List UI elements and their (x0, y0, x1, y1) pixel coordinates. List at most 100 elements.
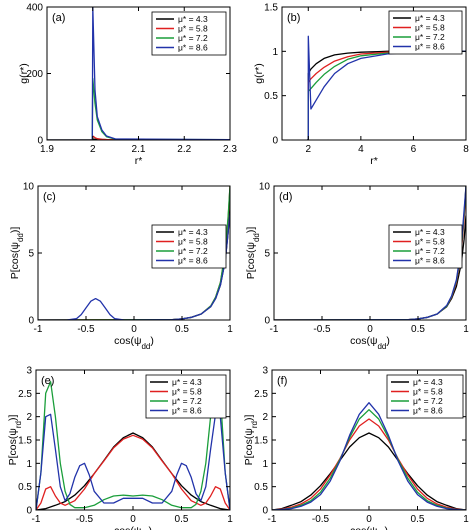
series-line (36, 381, 230, 510)
chart-panel: -1 -0.5 0 0.5 1 0 0.5 1 1.5 2 2.5 3 (f) cos(ψrd) P[cos… (243, 366, 469, 530)
legend-label: μ* = 4.3 (415, 13, 445, 23)
y-axis-label: g(r*) (253, 63, 265, 83)
x-tick-label: -1 (268, 514, 277, 525)
series-line (307, 50, 466, 140)
x-axis-label: cos(ψrd) (114, 525, 152, 530)
x-tick-label: 0.5 (411, 324, 425, 335)
y-tick-label: 1 (262, 459, 268, 470)
x-tick-label: 2.3 (223, 144, 237, 155)
plot-frame (281, 6, 467, 141)
legend-label: μ* = 5.8 (172, 387, 202, 397)
x-tick-label: 1 (227, 324, 233, 335)
x-tick-label: -0.5 (312, 514, 330, 525)
legend-label: μ* = 8.6 (415, 256, 445, 266)
y-tick-label: 1.5 (254, 436, 268, 447)
x-tick-label: 2 (90, 144, 96, 155)
legend-label: μ* = 7.2 (172, 396, 202, 406)
chart-panel: 2 4 6 800.511.5(b)r*g(r*)μ* = 4.3μ* = 5.8μ*… (253, 3, 469, 168)
legend: μ* = 4.3μ* = 5.8μ* = 7.2μ* = 8.6 (386, 374, 464, 419)
x-tick-label: 1 (463, 514, 469, 525)
x-axis-label: r* (135, 155, 143, 167)
legend: μ* = 4.3μ* = 5.8μ* = 7.2μ* = 8.6 (388, 10, 463, 55)
panel-label: (a) (52, 12, 65, 24)
legend: μ* = 4.3μ* = 5.8μ* = 7.2μ* = 8.6 (388, 224, 463, 269)
y-tick-label: 0 (28, 316, 34, 327)
x-axis-label: r* (370, 155, 378, 167)
x-tick-label: 2.1 (132, 144, 146, 155)
legend: μ* = 4.3μ* = 5.8μ* = 7.2μ* = 8.6 (145, 374, 227, 419)
series-line (272, 418, 466, 510)
legend-label: μ* = 8.6 (415, 42, 445, 52)
y-tick-label: 0 (272, 136, 278, 147)
series-line (307, 50, 466, 140)
legend-label: μ* = 8.6 (178, 256, 208, 266)
y-tick-label: 0 (264, 316, 270, 327)
x-tick-label: 0.5 (175, 324, 189, 335)
x-axis-label: cos(ψdd) (350, 335, 390, 351)
series-group (36, 381, 230, 510)
y-tick-label: 0 (26, 506, 32, 517)
x-tick-label: -0.5 (313, 324, 331, 335)
series-line (36, 434, 230, 510)
legend-label: μ* = 8.6 (413, 406, 443, 416)
y-tick-label: 2.5 (254, 389, 268, 400)
y-tick-label: 5 (28, 249, 34, 260)
x-axis-label: cos(ψrd) (350, 525, 388, 530)
legend: μ* = 4.3μ* = 5.8μ* = 7.2μ* = 8.6 (151, 11, 227, 56)
legend-label: μ* = 4.3 (413, 377, 443, 387)
y-tick-label: 10 (23, 182, 35, 193)
legend-label: μ* = 7.2 (415, 32, 445, 42)
panel-label: (f) (277, 375, 287, 387)
legend-label: μ* = 4.3 (178, 227, 208, 237)
legend-label: μ* = 4.3 (415, 227, 445, 237)
y-tick-label: 0.5 (264, 91, 278, 102)
y-tick-label: 5 (264, 249, 270, 260)
legend-label: μ* = 5.8 (415, 237, 445, 247)
legend-label: μ* = 5.8 (413, 387, 443, 397)
y-axis-label: P[cos(ψrd)] (243, 415, 259, 466)
legend-label: μ* = 4.3 (178, 14, 208, 24)
legend-label: μ* = 8.6 (172, 406, 202, 416)
series-line (38, 212, 230, 320)
x-tick-label: 4 (358, 144, 364, 155)
y-tick-label: 0.5 (18, 482, 32, 493)
x-tick-label: 1 (463, 324, 469, 335)
panel-label: (d) (279, 191, 292, 203)
y-tick-label: 2 (26, 412, 32, 423)
y-tick-label: 1 (272, 47, 278, 58)
x-tick-label: 0 (366, 514, 372, 525)
y-tick-label: 400 (26, 3, 43, 14)
legend-label: μ* = 7.2 (413, 396, 443, 406)
y-tick-label: 0 (37, 136, 43, 147)
series-line (47, 7, 230, 140)
series-line (36, 413, 230, 510)
series-line (272, 409, 466, 510)
legend-label: μ* = 5.8 (178, 237, 208, 247)
y-axis-label: P[cos(ψdd)] (9, 227, 25, 280)
x-tick-label: 0.5 (175, 514, 189, 525)
y-axis-label: g(r*) (18, 63, 30, 83)
x-tick-label: 0 (367, 324, 373, 335)
legend-label: μ* = 7.2 (415, 246, 445, 256)
x-tick-label: 1.9 (40, 144, 54, 155)
x-tick-label: 6 (411, 144, 417, 155)
legend-label: μ* = 5.8 (415, 23, 445, 33)
x-tick-label: 0 (131, 324, 137, 335)
x-tick-label: 1 (227, 514, 233, 525)
x-axis-label: cos(ψdd) (114, 335, 154, 351)
y-tick-label: 10 (259, 182, 271, 193)
x-tick-label: -1 (34, 324, 43, 335)
x-tick-label: 8 (463, 144, 469, 155)
series-line (272, 432, 466, 510)
y-tick-label: 200 (26, 69, 43, 80)
y-tick-label: 0.5 (254, 482, 268, 493)
y-axis-label: P[cos(ψdd)] (245, 227, 261, 280)
series-group (272, 402, 466, 510)
series-line (307, 50, 466, 140)
x-tick-label: 2 (306, 144, 312, 155)
y-tick-label: 3 (262, 366, 268, 377)
